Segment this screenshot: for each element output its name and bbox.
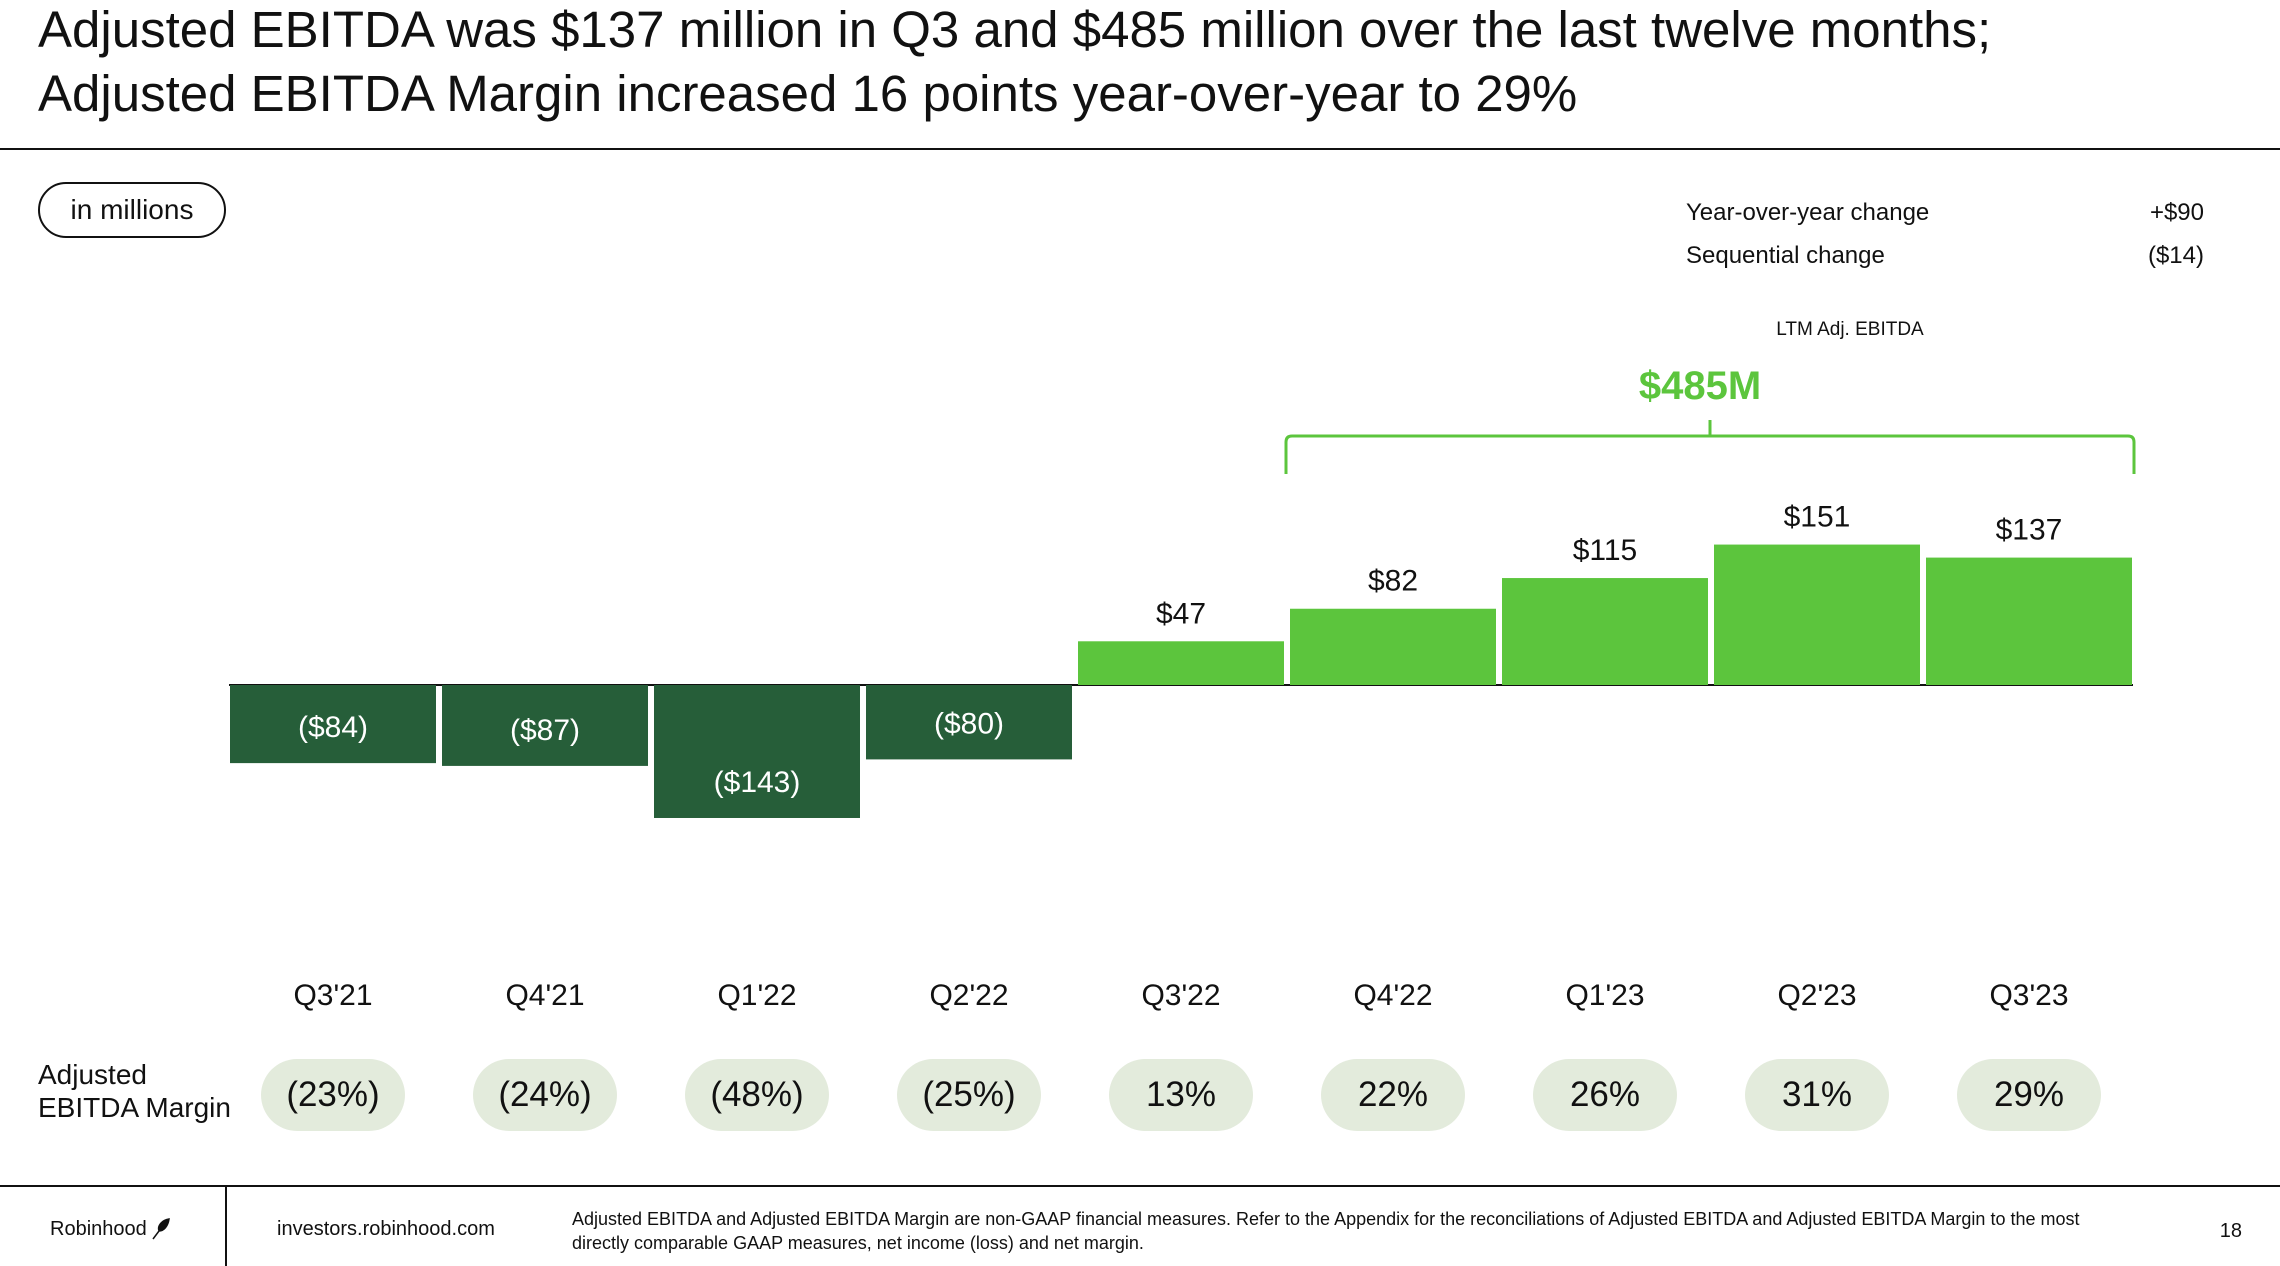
margin-pill: 31% bbox=[1745, 1059, 1889, 1131]
period-label: Q2'22 bbox=[929, 979, 1009, 1012]
bar-Q422 bbox=[1290, 608, 1496, 685]
margin-row-label-line-2: EBITDA Margin bbox=[38, 1092, 231, 1123]
bar-Q322 bbox=[1078, 641, 1284, 685]
period-label: Q4'21 bbox=[505, 979, 585, 1012]
yoy-change-value: +$90 bbox=[2149, 199, 2204, 226]
bar-Q122 bbox=[654, 685, 860, 818]
margin-pill: 26% bbox=[1533, 1059, 1677, 1131]
bar-value-label: $82 bbox=[1368, 565, 1418, 598]
period-label: Q3'22 bbox=[1141, 979, 1221, 1012]
investor-site-link[interactable]: investors.robinhood.com bbox=[277, 1218, 495, 1240]
margin-row-label: Adjusted EBITDA Margin bbox=[38, 1058, 231, 1124]
bar-Q123 bbox=[1502, 578, 1708, 685]
period-label: Q4'22 bbox=[1353, 979, 1433, 1012]
bar-value-label: ($143) bbox=[714, 766, 801, 799]
period-label: Q1'23 bbox=[1565, 979, 1645, 1012]
brand-name: Robinhood bbox=[50, 1218, 147, 1240]
ltm-value: $485M bbox=[1638, 364, 1762, 408]
bar-labels-group: ($84) ($87) ($143) ($80) $47 $82 $115 $151 $137 bbox=[298, 501, 2062, 799]
bar-value-label: ($87) bbox=[510, 714, 580, 747]
margin-pill: (25%) bbox=[897, 1059, 1041, 1131]
ltm-bracket bbox=[1284, 420, 2136, 474]
footnote: Adjusted EBITDA and Adjusted EBITDA Marg… bbox=[572, 1209, 2080, 1253]
period-label: Q2'23 bbox=[1777, 979, 1857, 1012]
bar-value-label: $151 bbox=[1784, 501, 1851, 534]
bar-value-label: $115 bbox=[1573, 534, 1638, 567]
footer-divider bbox=[0, 1185, 2280, 1187]
bar-Q223 bbox=[1714, 544, 1920, 685]
seq-change-value: ($14) bbox=[2147, 242, 2204, 269]
period-label: Q3'21 bbox=[293, 979, 373, 1012]
yoy-change-label: Year-over-year change bbox=[1686, 199, 1930, 226]
margin-pill: 29% bbox=[1957, 1059, 2101, 1131]
margin-pill: (23%) bbox=[261, 1059, 405, 1131]
margin-pill: 22% bbox=[1321, 1059, 1465, 1131]
period-label: Q3'23 bbox=[1989, 979, 2069, 1012]
margin-pill: (48%) bbox=[685, 1059, 829, 1131]
bar-value-label: ($80) bbox=[934, 707, 1004, 740]
margin-pill: (24%) bbox=[473, 1059, 617, 1131]
margin-pill: 13% bbox=[1109, 1059, 1253, 1131]
margin-row-label-line-1: Adjusted bbox=[38, 1059, 147, 1090]
slide-title-line-2: Adjusted EBITDA Margin increased 16 poin… bbox=[38, 65, 1578, 122]
period-label: Q1'22 bbox=[717, 979, 797, 1012]
slide-title-line-1: Adjusted EBITDA was $137 million in Q3 a… bbox=[38, 1, 1992, 58]
ltm-label: LTM Adj. EBITDA bbox=[1776, 319, 1924, 340]
bar-Q323 bbox=[1926, 557, 2132, 685]
brand-logo: Robinhood bbox=[50, 1216, 171, 1242]
page-number: 18 bbox=[2219, 1220, 2242, 1242]
bar-Q421 bbox=[442, 685, 648, 766]
bar-value-label: $47 bbox=[1156, 597, 1206, 630]
bars-group bbox=[230, 544, 2132, 818]
bar-value-label: $137 bbox=[1996, 514, 2063, 547]
footer-vertical-divider bbox=[225, 1187, 227, 1266]
feather-icon bbox=[152, 1218, 170, 1240]
title-divider bbox=[0, 148, 2280, 150]
bar-Q222 bbox=[866, 685, 1072, 760]
seq-change-label: Sequential change bbox=[1686, 242, 1885, 269]
unit-pill: in millions bbox=[38, 182, 226, 238]
bar-Q321 bbox=[230, 685, 436, 764]
bar-value-label: ($84) bbox=[298, 711, 368, 744]
